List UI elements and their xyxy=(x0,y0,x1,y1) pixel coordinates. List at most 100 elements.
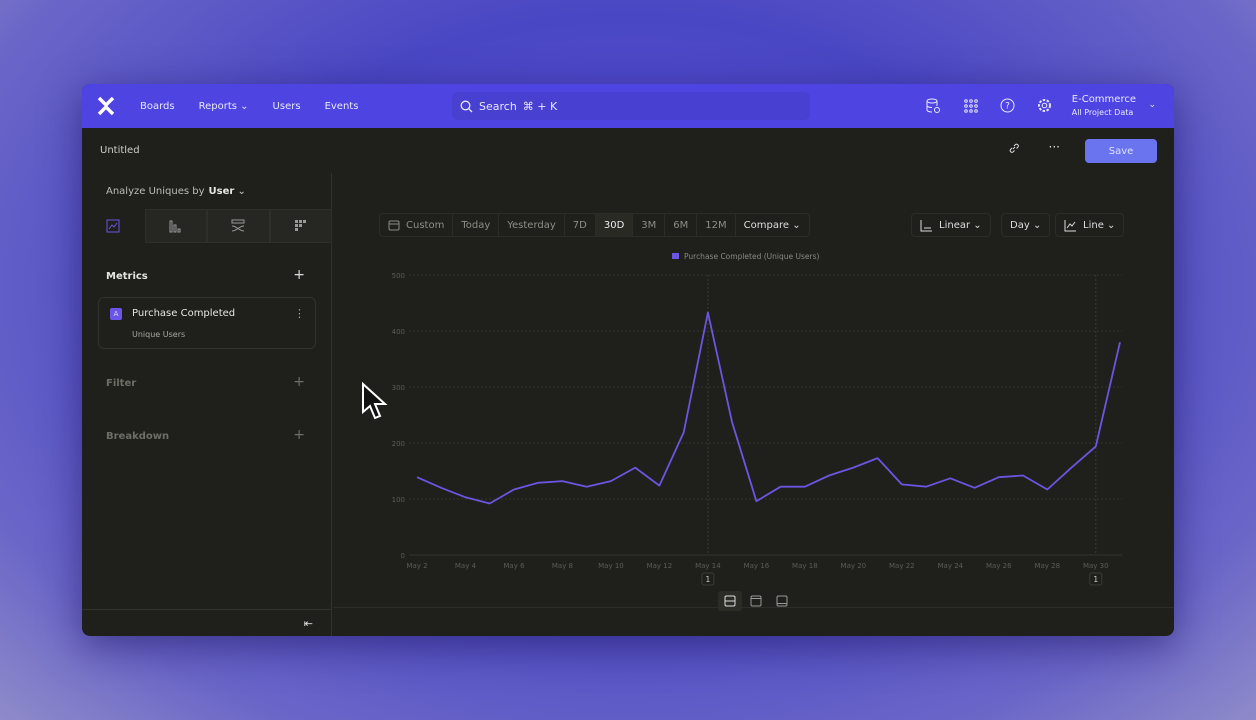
data-point[interactable] xyxy=(1093,443,1099,449)
x-tick-label: May 4 xyxy=(455,562,477,570)
kebab-menu-icon[interactable]: ⋮ xyxy=(294,307,305,320)
x-tick-label: May 14 xyxy=(695,562,721,570)
data-point[interactable] xyxy=(487,500,493,506)
tab-flows[interactable] xyxy=(207,209,270,243)
add-breakdown-button[interactable]: + xyxy=(293,427,305,443)
range-6m[interactable]: 6M xyxy=(665,214,698,236)
range-today[interactable]: Today xyxy=(453,214,500,236)
data-point[interactable] xyxy=(511,486,517,492)
interval-dropdown[interactable]: Day ⌄ xyxy=(1001,213,1051,237)
settings-icon[interactable] xyxy=(1035,96,1054,115)
data-point[interactable] xyxy=(996,474,1002,480)
legend-swatch xyxy=(672,253,679,259)
annotation-marker xyxy=(701,572,715,586)
data-point[interactable] xyxy=(632,465,638,471)
legend-label[interactable]: Purchase Completed (Unique Users) xyxy=(684,253,819,261)
range-7d[interactable]: 7D xyxy=(565,214,596,236)
data-point[interactable] xyxy=(778,484,784,490)
data-point[interactable] xyxy=(899,481,905,487)
x-tick-label: May 2 xyxy=(406,562,427,570)
x-tick-label: May 12 xyxy=(647,562,673,570)
range-3m[interactable]: 3M xyxy=(633,214,666,236)
collapse-sidebar-icon[interactable]: ⇤ xyxy=(303,617,313,630)
line-chart: 0 100 200 300 400 500 May 2 May 4 May 6 May 8 May … xyxy=(392,253,1123,586)
logo-icon[interactable] xyxy=(96,96,116,116)
tab-retention[interactable] xyxy=(269,209,332,243)
data-point[interactable] xyxy=(1117,339,1123,345)
data-point[interactable] xyxy=(1044,486,1050,492)
data-point[interactable] xyxy=(802,484,808,490)
data-point[interactable] xyxy=(947,475,953,481)
report-type-tabs xyxy=(82,209,332,243)
data-point[interactable] xyxy=(535,480,541,486)
nav-users[interactable]: Users xyxy=(272,100,301,112)
chevron-down-icon: ⌄ xyxy=(973,219,982,231)
data-point[interactable] xyxy=(414,474,420,480)
data-point[interactable] xyxy=(826,472,832,478)
metric-aggregation[interactable]: Unique Users xyxy=(132,330,186,339)
chart-type-dropdown[interactable]: Line ⌄ xyxy=(1055,213,1125,237)
compare-dropdown[interactable]: Compare ⌄ xyxy=(736,214,809,236)
range-yesterday[interactable]: Yesterday xyxy=(499,214,565,236)
data-point[interactable] xyxy=(462,494,468,500)
range-12m[interactable]: 12M xyxy=(697,214,736,236)
metric-card[interactable]: A Purchase Completed Unique Users ⋮ xyxy=(98,297,316,349)
range-30d[interactable]: 30D xyxy=(595,214,634,236)
data-point[interactable] xyxy=(923,484,929,490)
x-tick-label: May 6 xyxy=(503,562,525,570)
nav-boards[interactable]: Boards xyxy=(140,100,175,112)
sidebar: Analyze Uniques by User ⌄ Metrics + A Pur… xyxy=(82,173,332,636)
apps-grid-icon[interactable] xyxy=(961,96,980,115)
flows-icon xyxy=(231,219,245,232)
y-tick-label: 100 xyxy=(392,496,405,504)
report-title[interactable]: Untitled xyxy=(100,145,140,156)
tab-insights[interactable] xyxy=(82,209,145,243)
layout-chart-table-icon[interactable] xyxy=(718,591,742,611)
data-point[interactable] xyxy=(705,310,711,316)
data-point[interactable] xyxy=(681,429,687,435)
data-point[interactable] xyxy=(875,455,881,461)
layout-chart-only-icon[interactable] xyxy=(744,591,768,611)
analyze-by-selector[interactable]: Analyze Uniques by User ⌄ xyxy=(106,186,246,197)
data-point[interactable] xyxy=(1069,465,1075,471)
scale-label: Linear xyxy=(939,219,971,231)
layout-table-only-icon[interactable] xyxy=(770,591,794,611)
chevron-down-icon: ⌄ xyxy=(240,100,249,112)
data-point[interactable] xyxy=(1020,472,1026,478)
top-nav: Boards Reports ⌄ Users Events Search ⌘ +… xyxy=(82,84,1174,128)
nav-events[interactable]: Events xyxy=(324,100,359,112)
nav-reports[interactable]: Reports ⌄ xyxy=(199,101,249,112)
data-point[interactable] xyxy=(438,485,444,491)
database-icon[interactable] xyxy=(924,96,943,115)
range-custom[interactable]: Custom xyxy=(380,214,454,236)
data-point[interactable] xyxy=(972,485,978,491)
help-icon[interactable]: ? xyxy=(998,96,1017,115)
link-icon[interactable] xyxy=(1008,142,1020,157)
series-line[interactable] xyxy=(416,311,1121,505)
chart-panel: Custom Today Yesterday 7D 30D 3M 6M 12M … xyxy=(333,173,1174,636)
data-point[interactable] xyxy=(584,484,590,490)
data-point[interactable] xyxy=(753,498,759,504)
metric-badge: A xyxy=(110,308,122,320)
data-point[interactable] xyxy=(729,419,735,425)
data-point[interactable] xyxy=(559,478,565,484)
data-point[interactable] xyxy=(656,483,662,489)
search-input[interactable]: Search ⌘ + K xyxy=(452,92,810,120)
y-tick-label: 0 xyxy=(401,552,405,560)
line-chart-icon xyxy=(1064,219,1076,231)
x-tick-label: May 10 xyxy=(598,562,624,570)
data-point[interactable] xyxy=(608,478,614,484)
date-range-toolbar: Custom Today Yesterday 7D 30D 3M 6M 12M … xyxy=(379,213,810,237)
retention-icon xyxy=(294,220,306,231)
add-metric-button[interactable]: + xyxy=(293,267,305,283)
scale-dropdown[interactable]: Linear ⌄ xyxy=(911,213,991,237)
chevron-down-icon[interactable]: ⌄ xyxy=(1148,100,1156,110)
more-options-icon[interactable]: ··· xyxy=(1048,140,1060,154)
x-tick-label: May 22 xyxy=(889,562,915,570)
x-tick-label: May 18 xyxy=(792,562,818,570)
save-button[interactable]: Save xyxy=(1085,139,1157,163)
project-selector[interactable]: E-Commerce All Project Data xyxy=(1072,93,1136,119)
tab-funnels[interactable] xyxy=(144,209,207,243)
add-filter-button[interactable]: + xyxy=(293,374,305,390)
data-point[interactable] xyxy=(850,465,856,471)
